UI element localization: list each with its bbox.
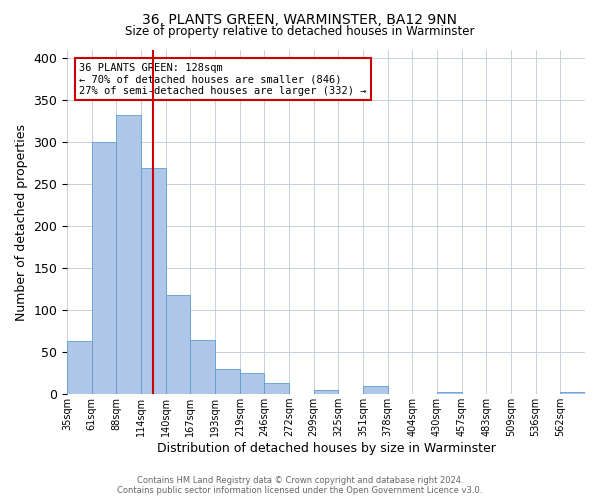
Bar: [240, 373, 265, 394]
Bar: [215, 369, 240, 394]
Text: 36, PLANTS GREEN, WARMINSTER, BA12 9NN: 36, PLANTS GREEN, WARMINSTER, BA12 9NN: [143, 12, 458, 26]
Bar: [265, 384, 289, 394]
Bar: [314, 390, 338, 394]
Bar: [67, 342, 92, 394]
X-axis label: Distribution of detached houses by size in Warminster: Distribution of detached houses by size …: [157, 442, 496, 455]
Y-axis label: Number of detached properties: Number of detached properties: [15, 124, 28, 320]
Bar: [437, 392, 462, 394]
Text: Contains HM Land Registry data © Crown copyright and database right 2024.
Contai: Contains HM Land Registry data © Crown c…: [118, 476, 482, 495]
Text: 36 PLANTS GREEN: 128sqm
← 70% of detached houses are smaller (846)
27% of semi-d: 36 PLANTS GREEN: 128sqm ← 70% of detache…: [79, 62, 367, 96]
Text: Size of property relative to detached houses in Warminster: Size of property relative to detached ho…: [125, 25, 475, 38]
Bar: [363, 386, 388, 394]
Bar: [190, 340, 215, 394]
Bar: [141, 168, 166, 394]
Bar: [560, 392, 585, 394]
Bar: [92, 142, 116, 394]
Bar: [166, 295, 190, 394]
Bar: [116, 116, 141, 394]
